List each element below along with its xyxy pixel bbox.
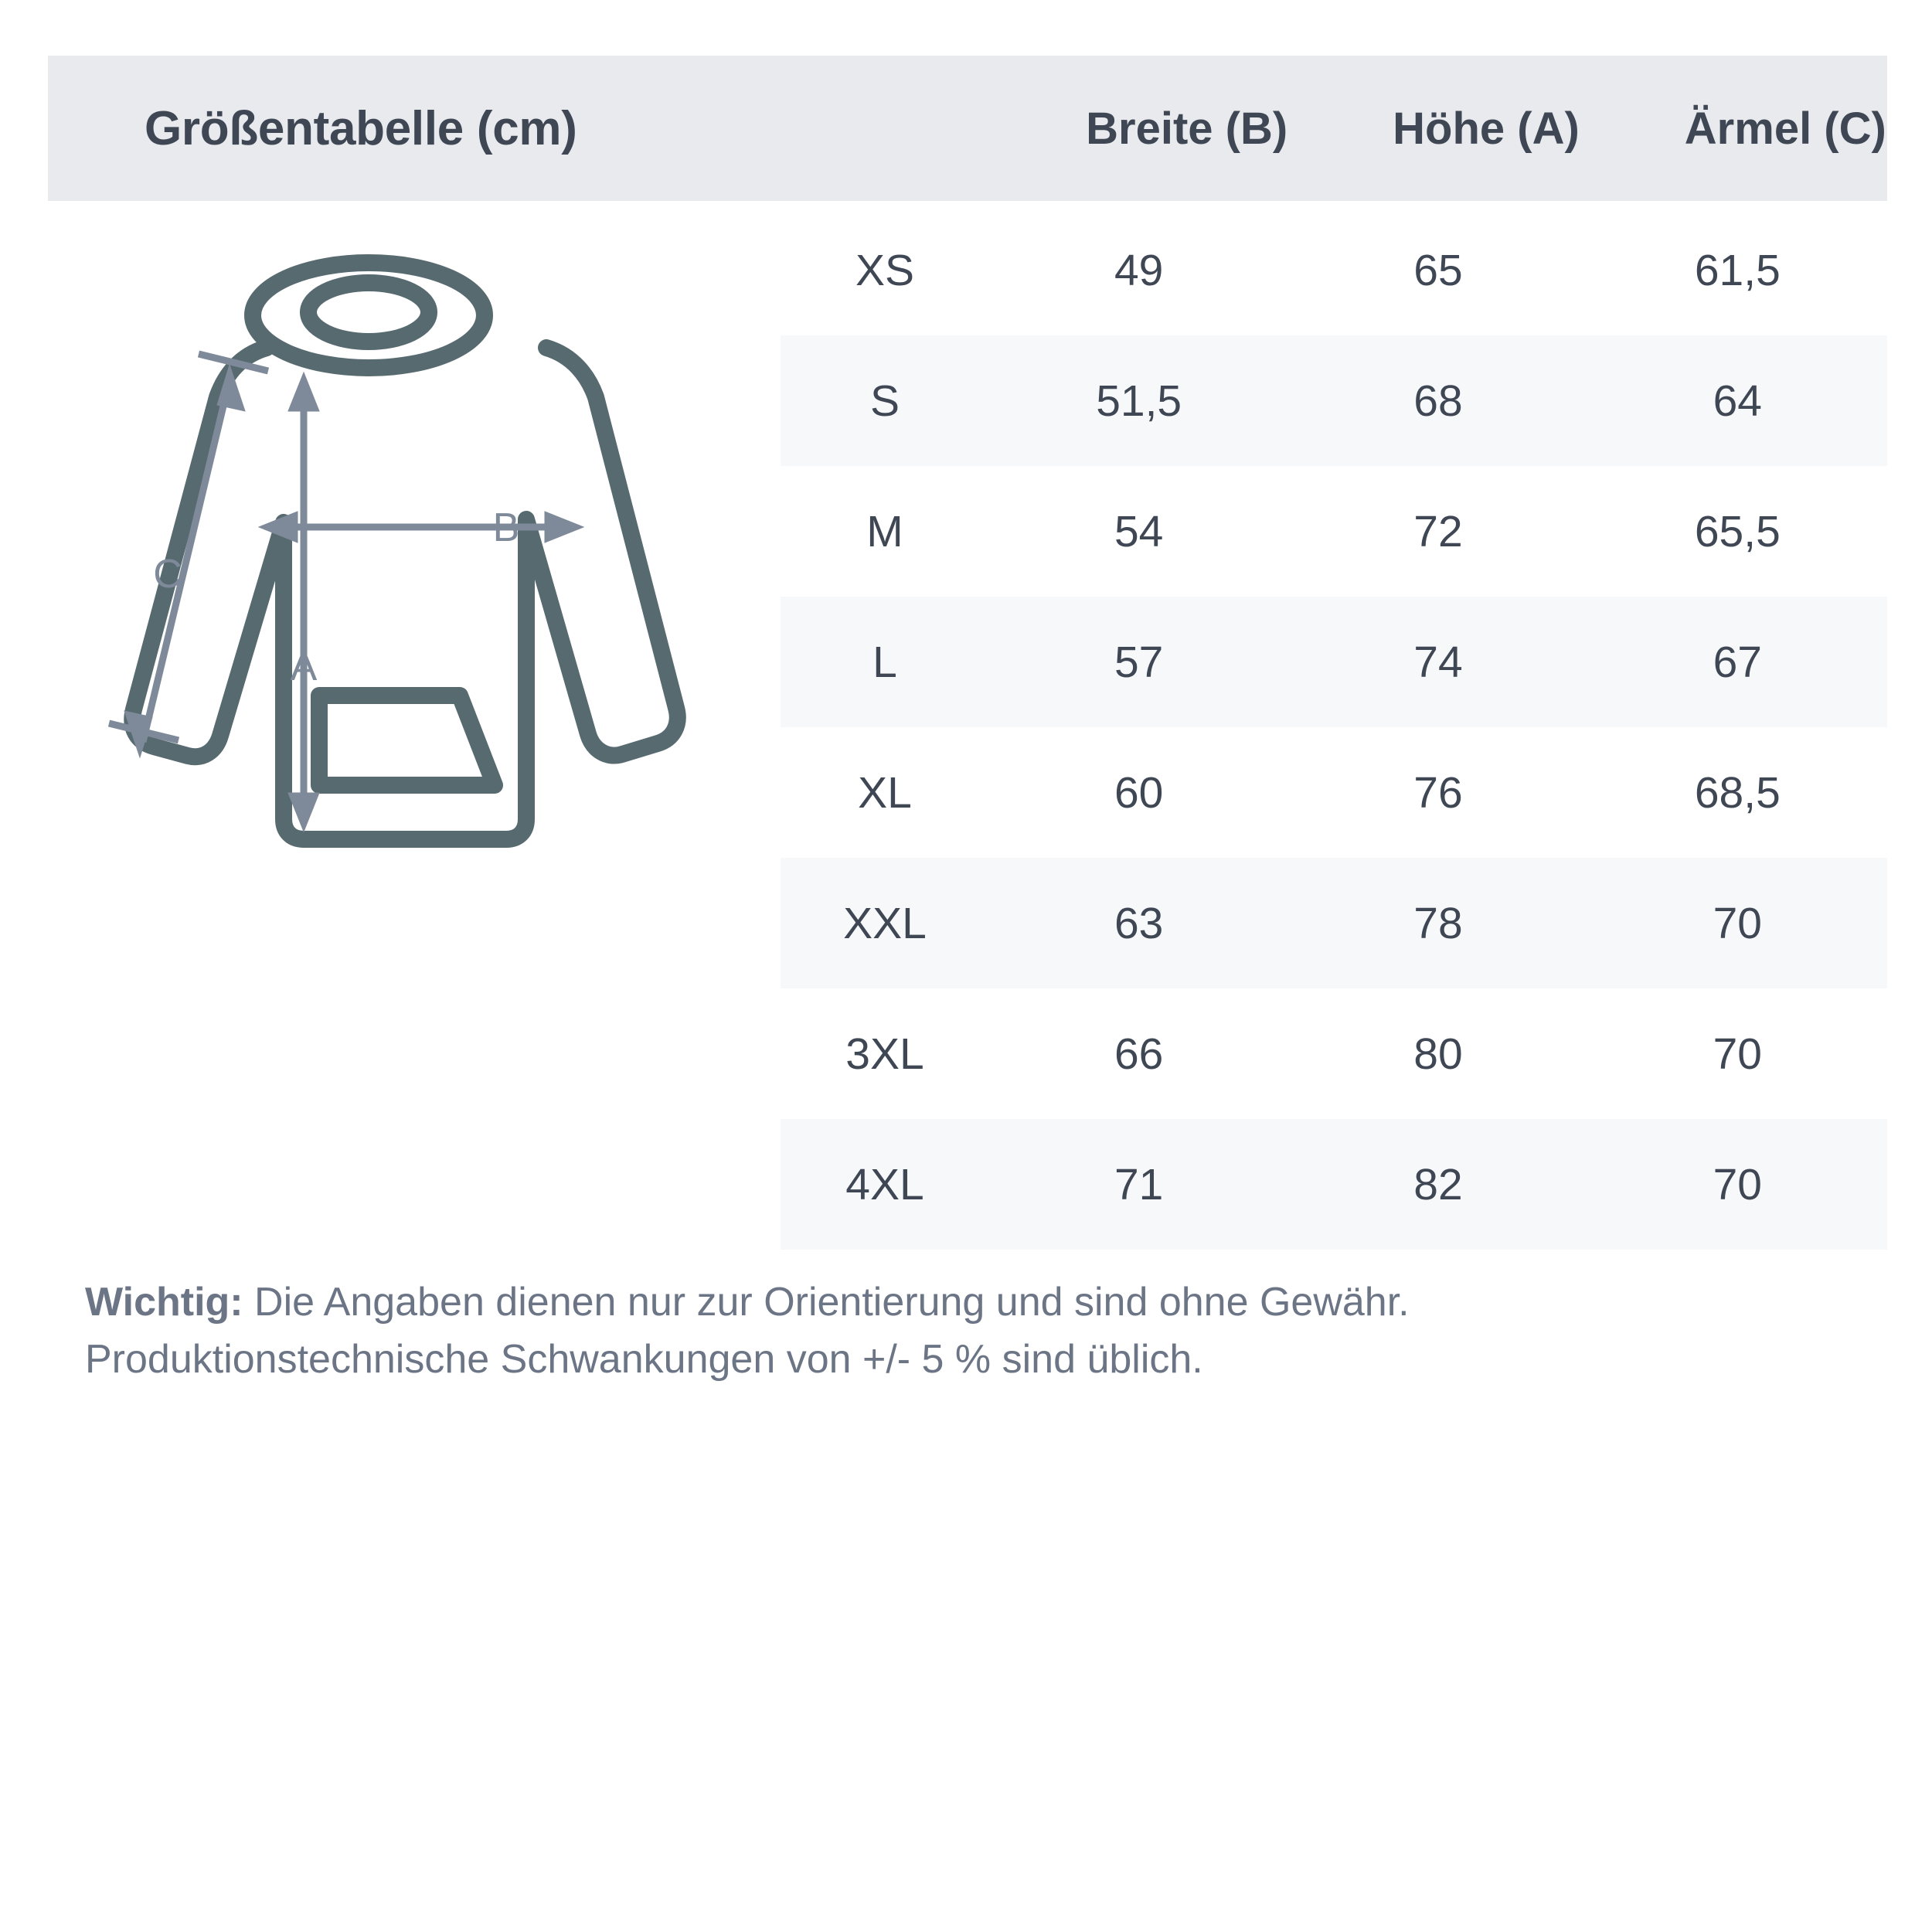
cell-aermel: 70 [1713, 1159, 1763, 1209]
column-header-breite: Breite (B) [1086, 103, 1288, 154]
column-header-hoehe: Höhe (A) [1393, 103, 1580, 154]
hoodie-diagram: C A B [73, 232, 777, 850]
cell-hoehe: 74 [1413, 637, 1463, 687]
cell-size: S [869, 376, 900, 426]
dimension-a-arrowhead-bottom [287, 792, 320, 833]
cell-size: L [872, 637, 897, 687]
dimension-label-a: A [291, 645, 318, 689]
table-row: 4XL 71 82 70 [781, 1119, 1887, 1250]
cell-breite: 57 [1114, 637, 1164, 687]
cell-aermel: 68,5 [1694, 767, 1781, 818]
footnote-line-2: Produktionstechnische Schwankungen von +… [85, 1337, 1203, 1382]
dimension-label-c: C [153, 552, 182, 597]
footnote: Wichtig: Die Angaben dienen nur zur Orie… [85, 1274, 1886, 1388]
cell-aermel: 70 [1713, 898, 1763, 948]
cell-size: XL [858, 767, 912, 818]
cell-hoehe: 68 [1413, 376, 1463, 426]
cell-size: M [866, 506, 903, 556]
cell-hoehe: 72 [1413, 506, 1463, 556]
table-row: XL 60 76 68,5 [781, 727, 1887, 858]
cell-aermel: 61,5 [1694, 245, 1781, 295]
table-row: M 54 72 65,5 [781, 466, 1887, 597]
cell-breite: 63 [1114, 898, 1164, 948]
cell-hoehe: 76 [1413, 767, 1463, 818]
cell-aermel: 67 [1713, 637, 1763, 687]
column-header-row: Breite (B) Höhe (A) Ärmel (C) [828, 56, 1932, 201]
footnote-label: Wichtig: [85, 1280, 243, 1325]
dimension-b-arrowhead-right [544, 511, 585, 543]
column-header-aermel: Ärmel (C) [1684, 103, 1886, 154]
cell-breite: 71 [1114, 1159, 1164, 1209]
dimension-arrows [107, 350, 585, 833]
cell-hoehe: 80 [1413, 1029, 1463, 1079]
cell-breite: 66 [1114, 1029, 1164, 1079]
table-row: XS 49 65 61,5 [781, 205, 1887, 335]
footnote-line-1: Wichtig: Die Angaben dienen nur zur Orie… [85, 1274, 1886, 1331]
table-row: L 57 74 67 [781, 597, 1887, 727]
cell-size: XXL [843, 898, 927, 948]
header-band: Größentabelle (cm) Breite (B) Höhe (A) Ä… [48, 56, 1887, 201]
cell-size: 3XL [845, 1029, 924, 1079]
dimension-c-line [139, 379, 233, 743]
cell-size: 4XL [845, 1159, 924, 1209]
cell-hoehe: 65 [1413, 245, 1463, 295]
hoodie-outline-icon [124, 254, 686, 848]
cell-breite: 51,5 [1096, 376, 1182, 426]
table-row: 3XL 66 80 70 [781, 988, 1887, 1119]
dimension-c-arrowhead-top [216, 363, 246, 412]
table-row: XXL 63 78 70 [781, 858, 1887, 988]
size-table: XS 49 65 61,5 S 51,5 68 64 M 54 72 65,5 … [781, 205, 1887, 1250]
table-row: S 51,5 68 64 [781, 335, 1887, 466]
dimension-c-tick-bottom [107, 719, 180, 744]
dimension-a-arrowhead-top [287, 371, 320, 412]
cell-size: XS [855, 245, 915, 295]
cell-hoehe: 78 [1413, 898, 1463, 948]
cell-aermel: 70 [1713, 1029, 1763, 1079]
dimension-c-tick-top [197, 350, 270, 375]
cell-breite: 49 [1114, 245, 1164, 295]
page-title: Größentabelle (cm) [145, 101, 577, 155]
cell-aermel: 65,5 [1694, 506, 1781, 556]
cell-aermel: 64 [1713, 376, 1763, 426]
dimension-label-b: B [493, 505, 520, 550]
cell-breite: 60 [1114, 767, 1164, 818]
cell-hoehe: 82 [1413, 1159, 1463, 1209]
dimension-b-arrowhead-left [257, 511, 298, 543]
cell-breite: 54 [1114, 506, 1164, 556]
dimension-c-arrowhead-bottom [124, 710, 153, 759]
footnote-text-1: Die Angaben dienen nur zur Orientierung … [243, 1280, 1410, 1325]
